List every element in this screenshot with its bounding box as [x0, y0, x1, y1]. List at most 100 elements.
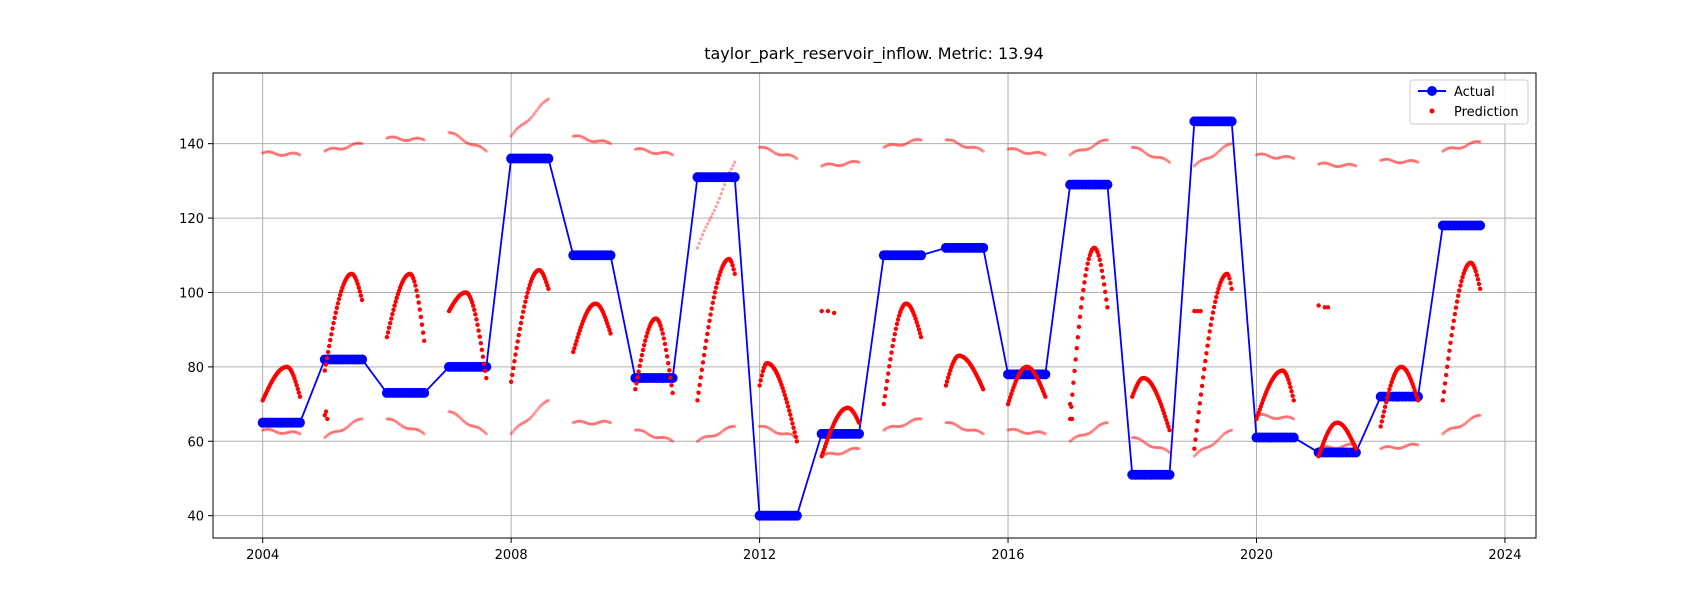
prediction-lower-band-point	[1448, 427, 1452, 431]
prediction-lower-band-point	[405, 426, 409, 431]
prediction-upper-band-point	[909, 139, 913, 143]
prediction-lower-band-point	[1278, 416, 1282, 420]
prediction-upper-band-point	[543, 99, 547, 103]
prediction-upper-band-point	[1214, 152, 1219, 156]
prediction-lower-band-point	[1478, 413, 1482, 417]
x-tick-label: 2024	[1488, 548, 1521, 563]
prediction-upper-band-point	[652, 151, 656, 156]
prediction-point	[418, 314, 424, 320]
prediction-lower-band-point	[1323, 444, 1327, 449]
prediction-lower-band-point	[759, 424, 763, 428]
prediction-point	[698, 375, 703, 380]
prediction-lower-band-point	[397, 421, 401, 426]
prediction-lower-band-point	[1270, 416, 1274, 420]
prediction-lower-band-point	[665, 436, 670, 440]
prediction-upper-band-point	[669, 152, 673, 156]
prediction-lower-band-point	[706, 434, 710, 439]
prediction-point	[482, 368, 488, 374]
prediction-point	[517, 326, 523, 332]
prediction-point	[789, 416, 794, 422]
prediction-lower-band-point	[355, 418, 359, 422]
prediction-point	[1227, 276, 1232, 281]
prediction-lower-band-point	[1213, 441, 1217, 445]
prediction-lower-band-point	[1035, 430, 1039, 434]
prediction-point	[1006, 398, 1012, 403]
prediction-upper-band-point	[1140, 149, 1145, 153]
prediction-upper-band-point	[1095, 141, 1099, 145]
prediction-point	[819, 308, 824, 314]
prediction-upper-band-point	[969, 145, 973, 149]
prediction-lower-band-point	[1026, 431, 1030, 436]
prediction-lower-band-point	[1385, 444, 1390, 449]
prediction-lower-band-point	[649, 434, 653, 438]
prediction-point	[1455, 293, 1461, 299]
prediction-point	[386, 325, 392, 330]
prediction-upper-band-point	[476, 144, 480, 148]
prediction-point	[888, 357, 893, 362]
prediction-upper-band-point	[1016, 148, 1020, 152]
prediction-point	[1069, 416, 1075, 422]
prediction-lower-band-point	[1134, 436, 1138, 440]
prediction-point	[1381, 409, 1387, 414]
prediction-upper-band-point	[1263, 152, 1267, 157]
prediction-point	[415, 294, 420, 299]
prediction-upper-band-point	[766, 147, 770, 151]
prediction-upper-band-point	[422, 138, 426, 142]
prediction-point	[731, 267, 736, 272]
prediction-lower-band-point	[1466, 419, 1470, 423]
prediction-upper-band-point	[1456, 146, 1460, 150]
prediction-point	[332, 315, 337, 320]
prediction-upper-band-point	[1028, 151, 1032, 156]
prediction-upper-band-point	[519, 123, 523, 127]
prediction-lower-band-point	[450, 410, 455, 415]
prediction-lower-band-point	[1261, 412, 1265, 417]
y-tick-label: 140	[179, 138, 204, 153]
prediction-point	[1473, 269, 1478, 274]
y-axis: 40 60 80 100 120 140	[179, 138, 213, 525]
prediction-point	[1458, 283, 1463, 288]
prediction-lower-band-point	[780, 432, 784, 436]
x-axis: 2004 2008 2012 2016 2020 2024	[246, 538, 1521, 563]
prediction-lower-band-point	[326, 433, 330, 437]
prediction-point	[1229, 286, 1234, 291]
prediction-lower-band-point	[1201, 447, 1205, 451]
prediction-point	[1383, 399, 1389, 405]
prediction-upper-band-point	[892, 142, 896, 147]
prediction-upper-band-point	[276, 153, 280, 157]
prediction-point	[856, 420, 862, 425]
prediction-upper-band-point	[576, 134, 580, 138]
prediction-lower-band-point	[521, 421, 525, 425]
prediction-lower-band-point	[261, 428, 265, 432]
prediction-lower-band-point	[976, 429, 980, 433]
prediction-lower-band-point	[1088, 430, 1093, 435]
prediction-point	[661, 336, 667, 341]
prediction-upper-band-point	[1102, 138, 1106, 142]
prediction-lower-band-point	[460, 418, 465, 422]
prediction-lower-band-point	[289, 430, 294, 434]
prediction-upper-band-point	[455, 133, 460, 138]
prediction-lower-band-point	[1463, 422, 1467, 426]
prediction-point	[1162, 414, 1168, 419]
prediction-point	[1195, 308, 1200, 314]
prediction-point	[1460, 274, 1465, 280]
prediction-upper-band-point	[262, 150, 266, 155]
prediction-upper-band-point	[826, 162, 831, 166]
prediction-point	[1476, 281, 1482, 287]
prediction-lower-band-point	[1090, 429, 1094, 433]
prediction-point	[1447, 348, 1452, 353]
prediction-lower-band-point	[905, 421, 910, 426]
prediction-point	[1385, 395, 1390, 400]
prediction-upper-band-point	[714, 204, 718, 209]
prediction-lower-band-point	[969, 428, 973, 432]
prediction-upper-band-point	[1035, 150, 1039, 154]
prediction-lower-band-point	[1411, 442, 1415, 446]
prediction-lower-band-point	[1446, 428, 1450, 432]
prediction-lower-band-point	[1390, 445, 1395, 449]
prediction-lower-band-point	[781, 432, 785, 436]
prediction-upper-band-point	[1228, 142, 1232, 146]
prediction-upper-band-point	[605, 140, 609, 144]
prediction-upper-band-point	[269, 150, 273, 154]
prediction-upper-band-point	[1471, 140, 1475, 144]
prediction-lower-band-point	[1137, 437, 1141, 441]
prediction-point	[1387, 387, 1392, 392]
